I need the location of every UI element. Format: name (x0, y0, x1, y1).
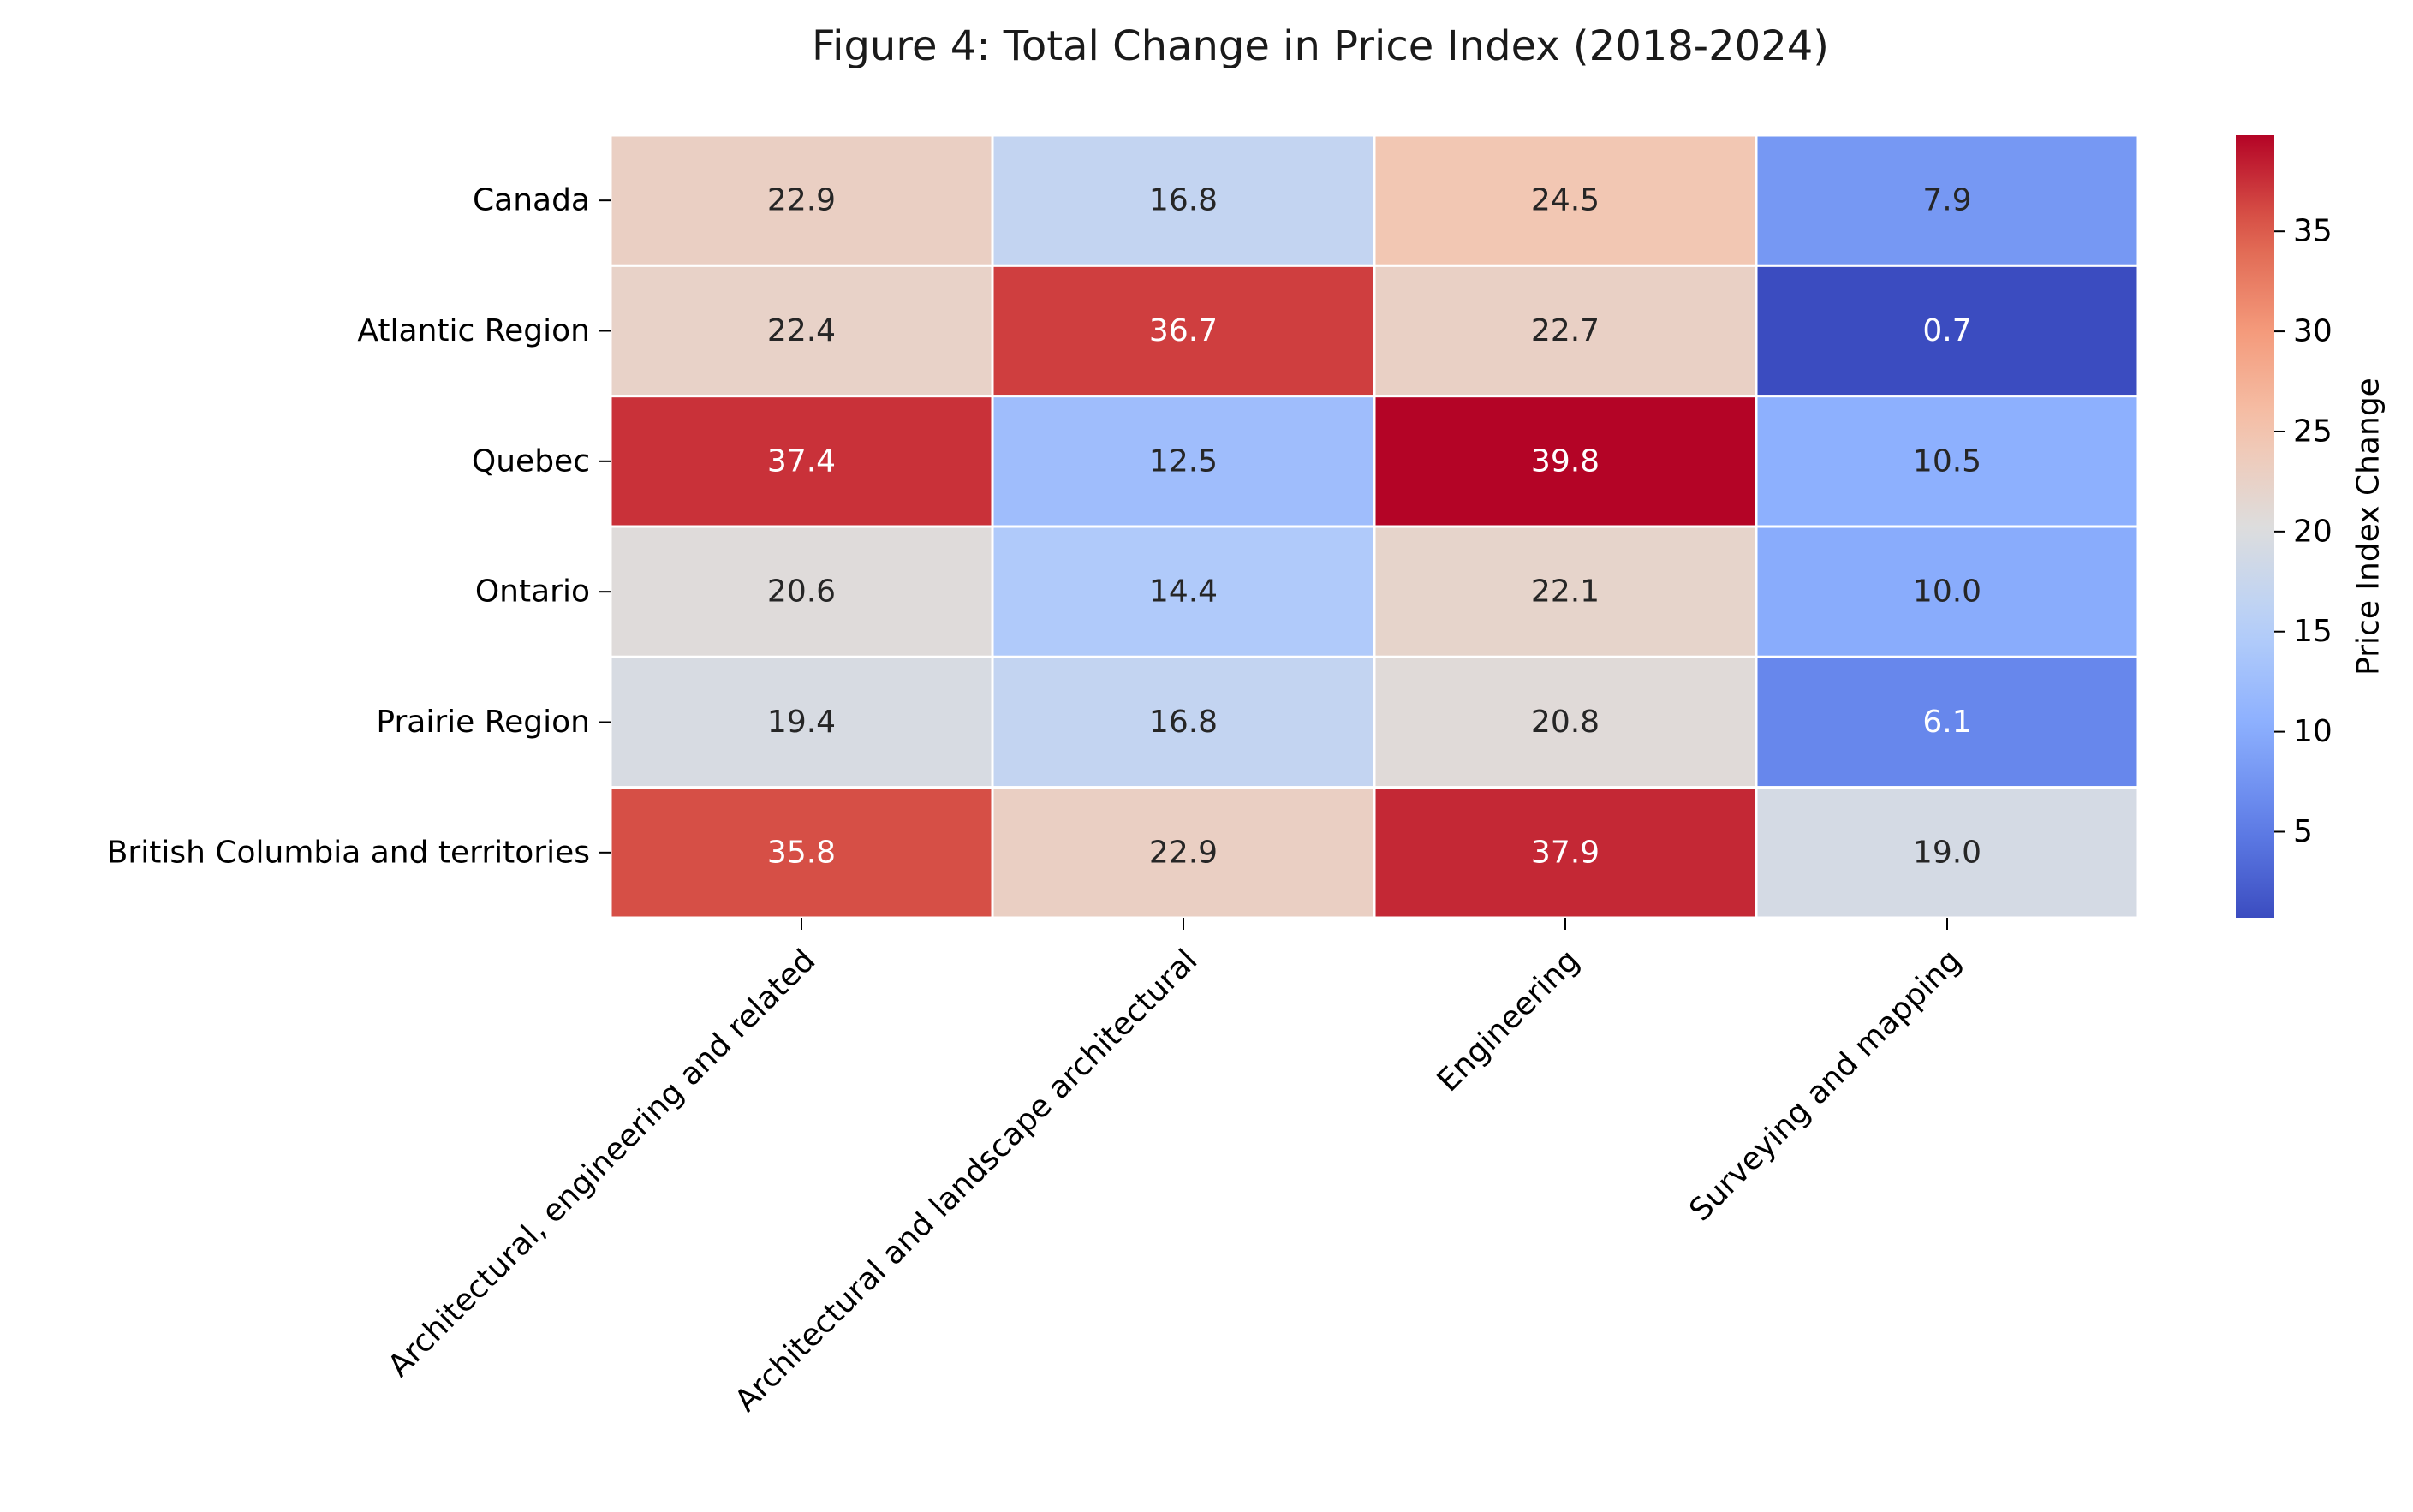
column-label: Engineering (1431, 943, 1587, 1098)
column-labels: Architectural, engineering and relatedAr… (381, 918, 1968, 1419)
cell-value-label: 22.9 (767, 183, 836, 218)
cell-value-label: 22.9 (1149, 835, 1218, 870)
heatmap-cell (991, 134, 1376, 267)
row-label: Atlantic Region (357, 313, 590, 348)
colorbar: 5 10 15 20 25 30 35 Price Index Change (2236, 135, 2386, 918)
column-label: Surveying and mapping (1683, 943, 1968, 1228)
colorbar-tick-label: 30 (2293, 314, 2333, 349)
cell-value-label: 37.9 (1531, 835, 1600, 870)
cell-value-label: 37.4 (767, 443, 836, 479)
chart-title: Figure 4: Total Change in Price Index (2… (812, 22, 1829, 70)
cell-value-label: 6.1 (1922, 705, 1971, 740)
heatmap-cell (1755, 786, 2140, 920)
cell-value-label: 19.0 (1913, 835, 1981, 870)
row-label: Ontario (475, 574, 590, 610)
cell-value-label: 36.7 (1149, 313, 1218, 348)
row-labels: Canada Atlantic Region Quebec Ontario Prairi… (107, 183, 611, 870)
row-label: Quebec (472, 443, 590, 479)
heatmap-cell (1755, 655, 2140, 789)
heatmap-cell (609, 264, 994, 398)
heatmap-cell (1755, 525, 2140, 658)
cell-value-label: 7.9 (1922, 183, 1971, 218)
cell-value-labels: 22.9 16.8 24.5 7.9 22.4 36.7 22.7 0.7 37.4 12.5 39… (767, 183, 1981, 871)
row-label: Prairie Region (376, 705, 590, 740)
cell-value-label: 20.6 (767, 574, 836, 610)
colorbar-tick-label: 10 (2293, 714, 2333, 749)
cell-value-label: 22.1 (1531, 574, 1600, 610)
colorbar-tick-label: 15 (2293, 614, 2333, 649)
heatmap-cell (609, 525, 994, 658)
cell-value-label: 22.4 (767, 313, 836, 348)
heatmap-cells (609, 134, 2140, 920)
row-label: Canada (473, 183, 590, 218)
cell-value-label: 39.8 (1531, 443, 1600, 479)
cell-value-label: 24.5 (1531, 183, 1600, 218)
heatmap-cell (991, 395, 1376, 528)
colorbar-tick-label: 20 (2293, 514, 2333, 549)
cell-value-label: 20.8 (1531, 705, 1600, 740)
cell-value-label: 16.8 (1149, 183, 1218, 218)
heatmap-cell (991, 655, 1376, 789)
heatmap-cell (1755, 264, 2140, 398)
column-label: Architectural, engineering and related (381, 943, 822, 1384)
heatmap-cell (1755, 134, 2140, 267)
heatmap-cell (1373, 134, 1758, 267)
cell-value-label: 16.8 (1149, 705, 1218, 740)
heatmap-cell (609, 786, 994, 920)
heatmap-cell (991, 525, 1376, 658)
cell-value-label: 22.7 (1531, 313, 1600, 348)
colorbar-tick-label: 25 (2293, 414, 2333, 449)
cell-value-label: 12.5 (1149, 443, 1218, 479)
cell-value-label: 35.8 (767, 835, 836, 870)
heatmap-cell (991, 786, 1376, 920)
heatmap-cell (1373, 786, 1758, 920)
row-label: British Columbia and territories (107, 835, 590, 870)
colorbar-tick-label: 35 (2293, 214, 2333, 249)
heatmap-cell (1373, 655, 1758, 789)
colorbar-label: Price Index Change (2351, 378, 2386, 676)
cell-value-label: 14.4 (1149, 574, 1218, 610)
column-label: Architectural and landscape architectura… (729, 943, 1205, 1419)
cell-value-label: 10.5 (1913, 443, 1981, 479)
colorbar-tick-label: 5 (2293, 814, 2313, 849)
cell-value-label: 10.0 (1913, 574, 1981, 610)
cell-value-label: 0.7 (1922, 313, 1971, 348)
cell-value-label: 19.4 (767, 705, 836, 740)
heatmap-cell (1755, 395, 2140, 528)
heatmap-cell (991, 264, 1376, 398)
heatmap-cell (609, 134, 994, 267)
colorbar-gradient (2236, 135, 2274, 918)
